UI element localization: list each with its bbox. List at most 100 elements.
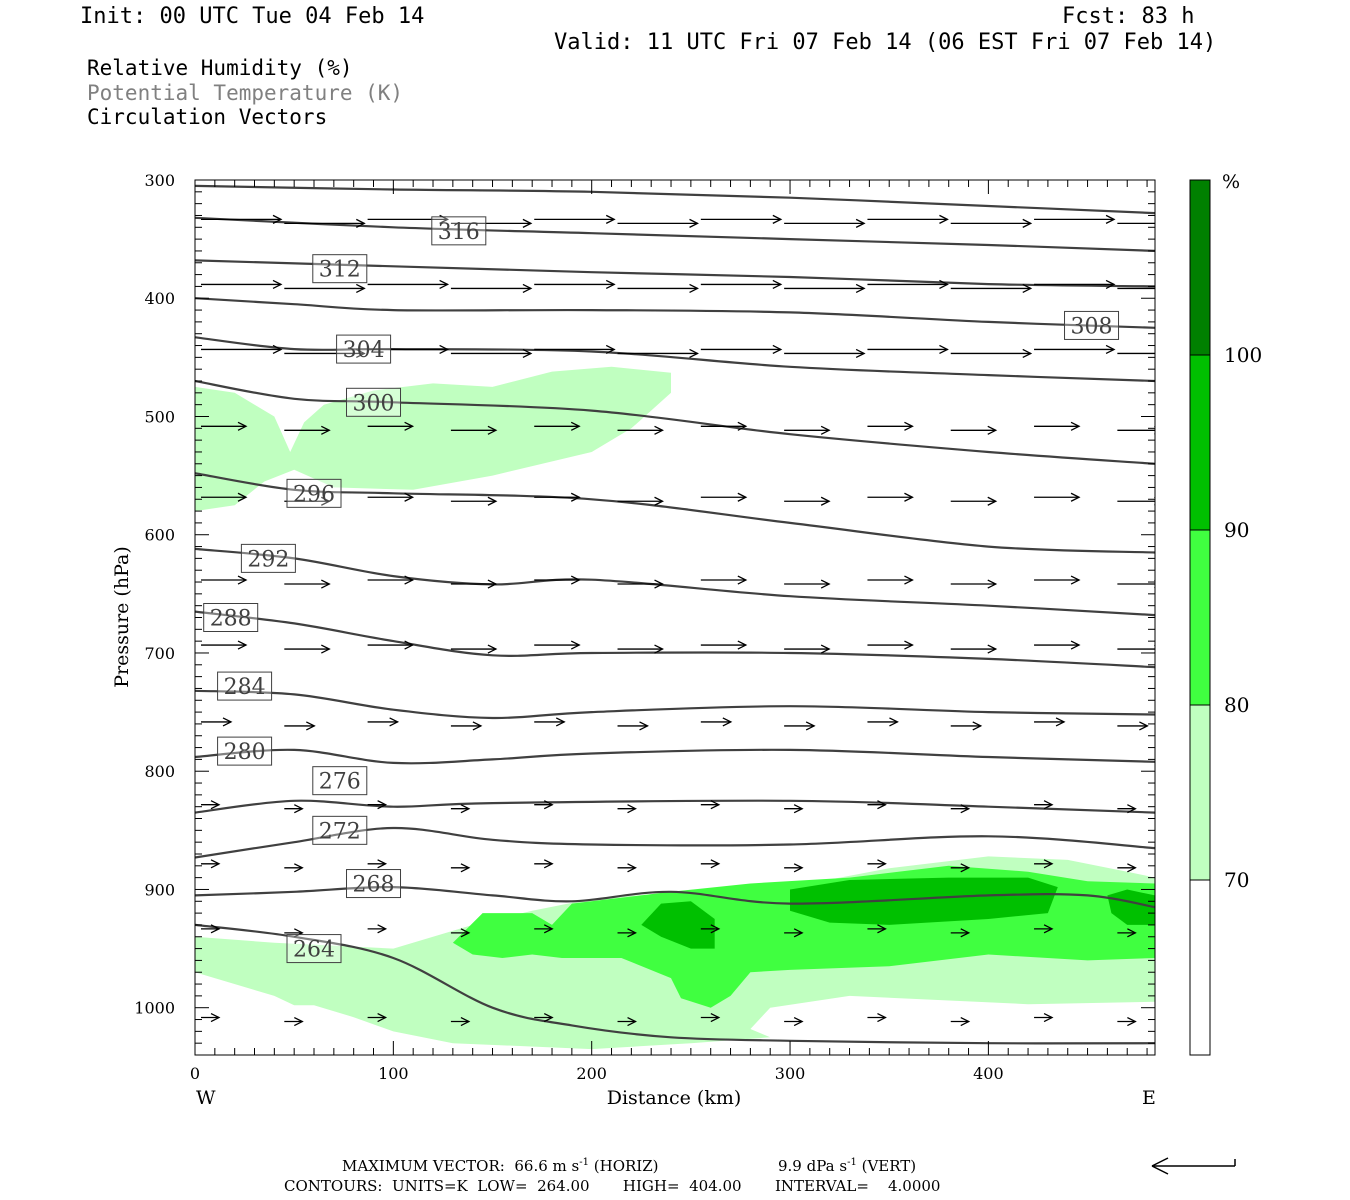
colorbar-unit: % bbox=[1222, 171, 1240, 193]
vector-head bbox=[522, 283, 533, 294]
circulation-vector bbox=[867, 800, 887, 810]
colorbar-level-80: 80 bbox=[1224, 693, 1249, 717]
circulation-vector bbox=[784, 283, 866, 294]
circulation-vector bbox=[201, 800, 221, 810]
circulation-vector bbox=[1034, 344, 1116, 355]
vector-head bbox=[772, 344, 783, 355]
circulation-vector bbox=[784, 863, 804, 873]
vector-head bbox=[939, 279, 949, 290]
vector-head bbox=[1055, 717, 1066, 727]
theta-contour-320 bbox=[195, 184, 1155, 215]
vector-head bbox=[404, 575, 415, 585]
circulation-vector bbox=[450, 644, 498, 654]
circulation-vector bbox=[1034, 924, 1054, 934]
circulation-vector bbox=[950, 721, 983, 731]
vector-head bbox=[820, 579, 831, 589]
theta-label-box-312 bbox=[312, 254, 368, 284]
vector-head bbox=[939, 344, 949, 355]
circulation-vector bbox=[450, 579, 498, 589]
theta-label-box-308 bbox=[1064, 310, 1120, 340]
legend-potential-temperature: Potential Temperature (K) bbox=[87, 81, 404, 105]
circulation-vector bbox=[284, 348, 366, 359]
vector-head bbox=[689, 283, 699, 294]
circulation-vector bbox=[1117, 579, 1155, 589]
vector-head bbox=[1022, 348, 1033, 359]
vector-head bbox=[543, 800, 554, 810]
vector-head bbox=[294, 863, 304, 873]
vector-head bbox=[306, 721, 316, 731]
circulation-vector bbox=[700, 279, 783, 290]
circulation-vector bbox=[201, 859, 221, 869]
circulation-vector bbox=[1034, 859, 1054, 869]
theta-contour-308 bbox=[195, 297, 1155, 329]
y-axis-label: Pressure (hPa) bbox=[111, 546, 133, 688]
vector-head bbox=[793, 1016, 804, 1027]
vector-head bbox=[321, 425, 331, 435]
colorbar-level-90: 90 bbox=[1224, 518, 1249, 542]
vector-head bbox=[272, 344, 283, 355]
circulation-vector bbox=[450, 348, 533, 359]
circulation-vector bbox=[284, 496, 331, 506]
vector-head bbox=[377, 800, 388, 810]
max-vert-exp: -1 bbox=[847, 1157, 857, 1168]
vector-head bbox=[904, 492, 914, 502]
vector-head bbox=[570, 492, 581, 502]
vector-head bbox=[737, 575, 748, 585]
circulation-vector bbox=[534, 924, 554, 934]
theta-contour-layer bbox=[195, 184, 1155, 1045]
vector-head bbox=[722, 717, 733, 727]
circulation-vector bbox=[1117, 1016, 1137, 1027]
circulation-vector bbox=[1117, 222, 1155, 225]
circulation-vector bbox=[617, 218, 699, 228]
circulation-vector bbox=[1034, 717, 1066, 727]
vector-head bbox=[356, 283, 366, 294]
vector-head bbox=[904, 640, 914, 650]
vector-head bbox=[1154, 425, 1155, 435]
vector-head bbox=[793, 863, 804, 873]
circulation-vector bbox=[1034, 640, 1081, 650]
circulation-vector bbox=[950, 579, 998, 589]
circulation-vector bbox=[1034, 279, 1116, 290]
vector-head bbox=[960, 1016, 971, 1027]
circulation-vector bbox=[534, 492, 581, 502]
vector-head bbox=[904, 421, 914, 431]
vector-head bbox=[710, 800, 721, 810]
circulation-vector bbox=[1117, 496, 1155, 506]
theta-label-box-288 bbox=[203, 603, 259, 632]
vector-head bbox=[689, 348, 699, 359]
vector-head bbox=[294, 804, 304, 814]
y-tick-label: 900 bbox=[144, 880, 175, 899]
circulation-vector bbox=[700, 1012, 721, 1023]
circulation-vector bbox=[201, 421, 248, 431]
vector-head bbox=[605, 344, 616, 355]
circulation-vector bbox=[784, 804, 804, 814]
theta-label-box-264 bbox=[286, 934, 342, 964]
circulation-vector bbox=[201, 575, 248, 585]
circulation-vector bbox=[367, 924, 388, 934]
vector-head bbox=[855, 283, 866, 294]
vector-head bbox=[1139, 721, 1149, 731]
vector-head bbox=[654, 496, 664, 506]
circulation-vector bbox=[534, 421, 581, 431]
circulation-vector bbox=[1117, 644, 1155, 654]
circulation-vector bbox=[201, 1012, 221, 1023]
vector-head bbox=[237, 421, 248, 431]
theta-label-308: 308 bbox=[1071, 314, 1113, 339]
vector-head bbox=[543, 859, 554, 869]
circulation-vector bbox=[534, 279, 616, 290]
circulation-vector bbox=[700, 800, 721, 810]
circulation-vector bbox=[700, 640, 748, 650]
vector-head bbox=[210, 924, 221, 934]
circulation-vector bbox=[950, 928, 971, 938]
circulation-vector bbox=[867, 344, 949, 355]
circulation-vector bbox=[867, 421, 914, 431]
theta-label-312: 312 bbox=[319, 258, 361, 283]
theta-label-276: 276 bbox=[319, 770, 361, 795]
vector-head bbox=[820, 644, 831, 654]
circulation-vector bbox=[784, 1016, 804, 1027]
y-tick-label: 1000 bbox=[134, 999, 175, 1018]
vector-head bbox=[855, 348, 866, 359]
vector-head bbox=[710, 859, 721, 869]
vector-head bbox=[772, 214, 783, 224]
